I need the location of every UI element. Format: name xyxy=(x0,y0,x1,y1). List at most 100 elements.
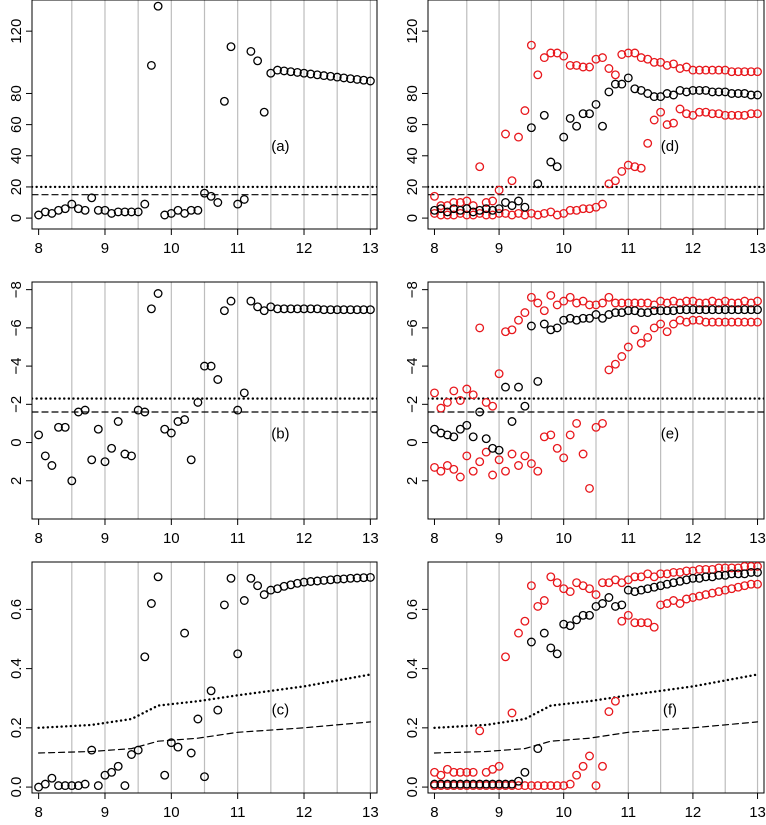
data-point-estimate xyxy=(714,305,724,315)
y-tick-label: 0.0 xyxy=(404,777,421,798)
data-point-estimate xyxy=(552,649,562,659)
data-point-lower xyxy=(610,696,620,706)
data-point-lower xyxy=(714,109,724,119)
data-point-upper xyxy=(591,54,601,64)
data-point-lower xyxy=(539,208,549,218)
x-tick-label: 12 xyxy=(685,530,702,547)
x-tick-label: 13 xyxy=(362,804,379,821)
data-point-estimate xyxy=(694,85,704,95)
data-point-estimate xyxy=(526,123,536,133)
data-point-upper xyxy=(656,296,666,306)
data-point-upper xyxy=(546,48,556,58)
data-point-upper xyxy=(604,64,614,73)
y-tick-label: 0.4 xyxy=(8,658,25,679)
y-tick-label: −2 xyxy=(404,396,421,413)
data-point-lower xyxy=(746,109,756,119)
data-point-estimate xyxy=(339,305,349,315)
data-point-estimate xyxy=(180,415,190,425)
data-point-upper xyxy=(727,563,737,573)
data-point-estimate xyxy=(365,305,375,315)
data-point-estimate xyxy=(740,569,750,579)
data-point-upper xyxy=(675,567,685,577)
y-tick-label: −4 xyxy=(8,358,25,375)
data-point-estimate xyxy=(694,573,704,583)
data-point-estimate xyxy=(219,600,229,610)
y-tick-label: −2 xyxy=(8,396,25,413)
panel-label: (f) xyxy=(663,701,677,718)
data-point-lower xyxy=(604,707,614,717)
panel-e: 8 9 10 11 12 13 −8 −6 −4 −2 0 2 (e) xyxy=(404,281,766,547)
data-point-estimate xyxy=(675,305,685,315)
data-point-estimate xyxy=(669,90,678,100)
data-point-lower xyxy=(623,342,633,352)
data-point-lower xyxy=(430,208,439,218)
data-point-upper xyxy=(494,185,504,195)
data-point-lower xyxy=(682,109,691,119)
data-point-lower xyxy=(643,138,653,148)
data-point-estimate xyxy=(140,199,150,209)
data-point-upper xyxy=(481,397,491,407)
y-tick-label: 0.2 xyxy=(8,717,25,738)
data-point-upper xyxy=(552,300,562,310)
data-point-upper xyxy=(591,300,601,310)
data-point-estimate xyxy=(173,742,183,752)
data-point-estimate xyxy=(339,73,349,83)
data-point-estimate xyxy=(753,567,762,577)
x-tick-label: 10 xyxy=(163,804,180,821)
data-point-estimate xyxy=(113,761,123,771)
data-point-estimate xyxy=(727,305,737,315)
data-point-estimate xyxy=(714,570,724,580)
data-point-estimate xyxy=(279,304,289,314)
x-tick-label: 8 xyxy=(34,804,42,821)
x-tick-label: 13 xyxy=(362,240,379,257)
data-point-estimate xyxy=(40,451,50,461)
data-point-estimate xyxy=(253,581,263,591)
data-point-lower xyxy=(468,210,478,220)
data-point-estimate xyxy=(701,305,711,315)
x-tick-label: 8 xyxy=(430,804,438,821)
data-point-estimate xyxy=(662,89,672,98)
data-point-estimate xyxy=(675,85,685,95)
data-point-estimate xyxy=(630,587,640,597)
data-point-estimate xyxy=(688,305,698,315)
dashed-threshold-line xyxy=(38,721,371,754)
x-tick-label: 10 xyxy=(163,530,180,547)
data-point-estimate xyxy=(359,305,369,315)
data-point-upper xyxy=(591,590,601,600)
data-point-lower xyxy=(707,109,717,119)
data-point-estimate xyxy=(93,424,103,434)
y-tick-label: 0 xyxy=(8,438,25,446)
data-point-estimate xyxy=(552,323,562,333)
data-point-upper xyxy=(649,300,659,310)
data-point-lower xyxy=(727,317,737,327)
data-point-upper xyxy=(520,106,530,116)
data-point-lower xyxy=(533,781,543,791)
data-point-estimate xyxy=(319,71,329,81)
data-point-estimate xyxy=(200,361,209,371)
y-tick-label: 20 xyxy=(8,179,25,196)
data-point-estimate xyxy=(449,779,459,789)
data-point-upper xyxy=(572,298,582,308)
data-point-estimate xyxy=(682,305,691,315)
data-point-estimate xyxy=(623,73,633,83)
data-point-lower xyxy=(572,418,582,428)
data-point-lower xyxy=(591,781,601,791)
data-point-lower xyxy=(494,455,504,465)
data-point-lower xyxy=(488,470,498,480)
data-point-estimate xyxy=(306,577,316,586)
data-point-estimate xyxy=(507,201,517,211)
data-point-estimate xyxy=(286,304,296,314)
y-tick-label: 0 xyxy=(404,214,421,222)
data-point-upper xyxy=(656,569,666,579)
data-point-lower xyxy=(630,325,640,335)
x-tick-label: 11 xyxy=(621,240,637,257)
data-point-estimate xyxy=(120,781,130,791)
x-tick-label: 12 xyxy=(296,530,313,547)
data-point-estimate xyxy=(591,99,601,109)
data-point-lower xyxy=(733,582,743,592)
y-tick-label: 2 xyxy=(404,477,421,485)
data-point-lower xyxy=(481,210,491,220)
data-point-lower xyxy=(617,352,627,361)
data-point-estimate xyxy=(533,744,543,754)
data-point-estimate xyxy=(292,304,302,314)
